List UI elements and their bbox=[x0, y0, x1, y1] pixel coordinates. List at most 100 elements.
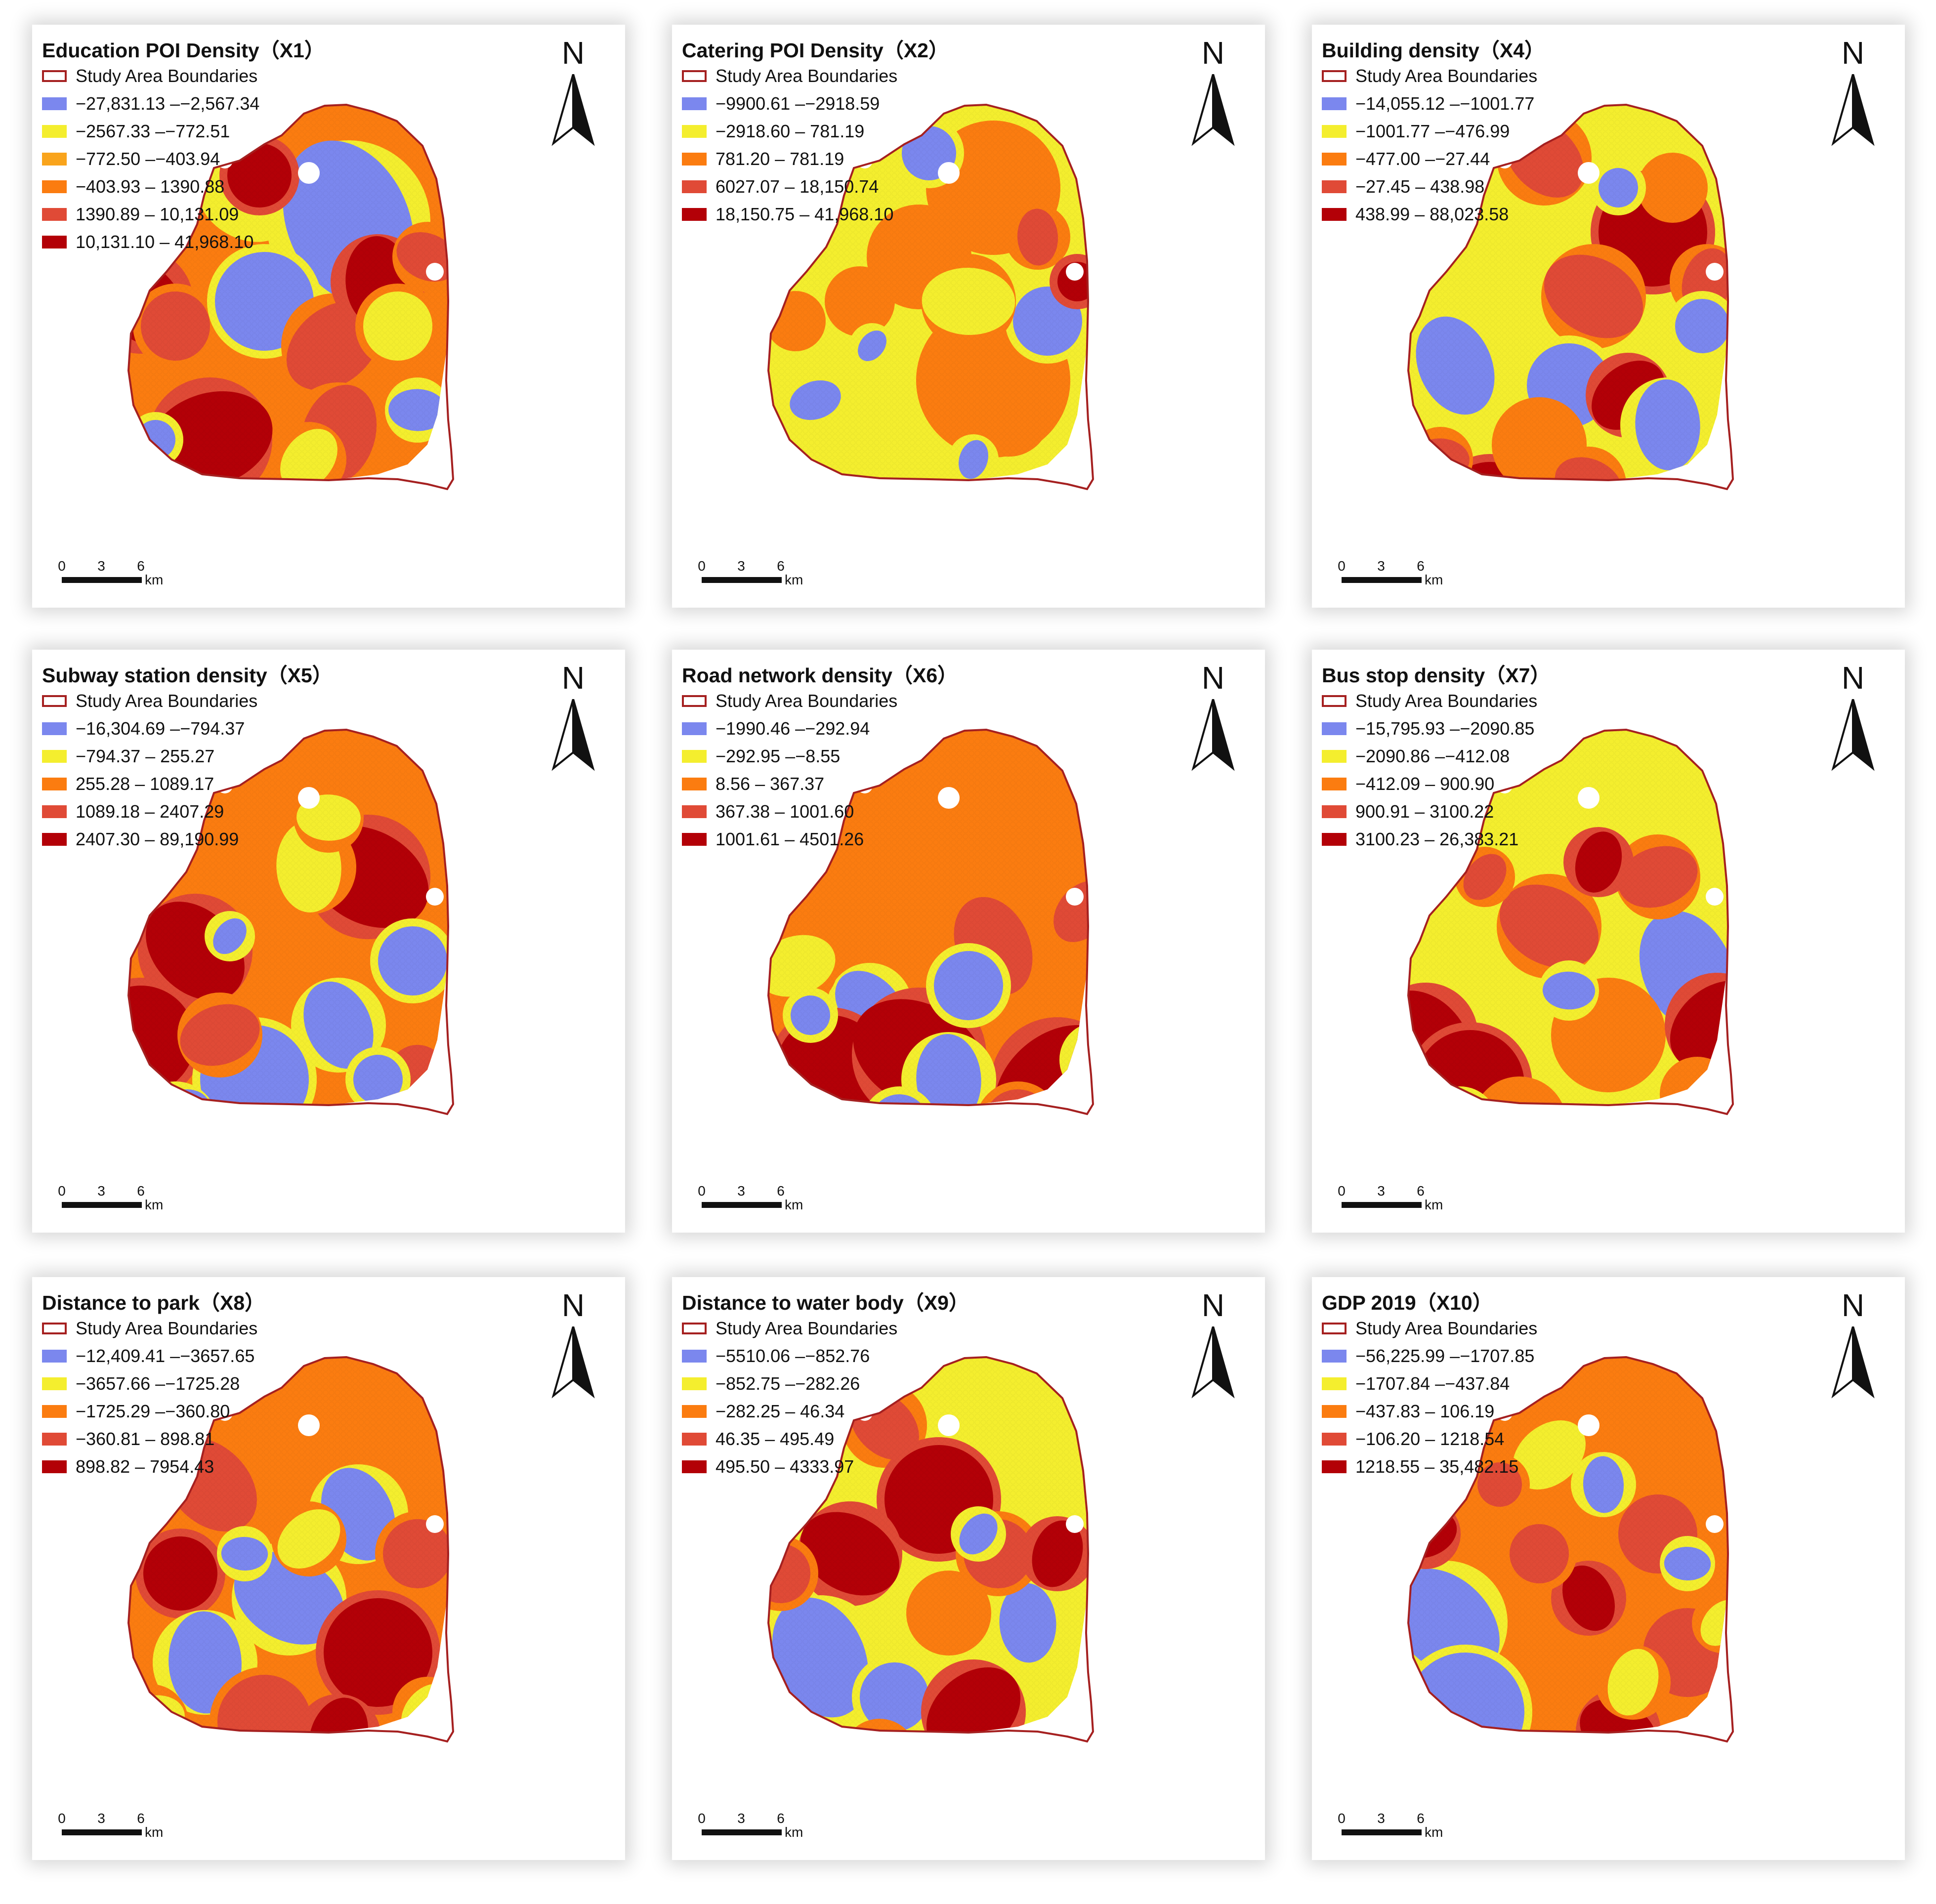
legend-boundary-label: Study Area Boundaries bbox=[1355, 66, 1538, 86]
scale-unit: km bbox=[145, 572, 164, 587]
legend-class-row: −282.25 – 46.34 bbox=[682, 1398, 897, 1425]
legend-class-row: −1990.46 –−292.94 bbox=[682, 715, 897, 743]
scale-bar: 0 3 6 km bbox=[696, 558, 824, 598]
legend-swatch bbox=[682, 1350, 707, 1363]
legend-swatch bbox=[42, 153, 67, 166]
north-label: N bbox=[1841, 660, 1865, 696]
legend-boundary-label: Study Area Boundaries bbox=[1355, 691, 1538, 711]
study-area-boundary bbox=[127, 103, 455, 491]
scale-tick: 3 bbox=[737, 1183, 745, 1199]
legend-class-label: −27.45 – 438.98 bbox=[1355, 176, 1485, 197]
map-hole bbox=[938, 787, 960, 809]
legend-class-label: −1001.77 –−476.99 bbox=[1355, 121, 1510, 141]
choropleth-map bbox=[127, 103, 455, 491]
map-surface bbox=[768, 105, 1088, 479]
choropleth-map bbox=[767, 103, 1094, 491]
legend-swatch bbox=[42, 236, 67, 248]
north-label: N bbox=[1201, 35, 1225, 71]
legend-class-row: −15,795.93 –−2090.85 bbox=[1322, 715, 1537, 743]
scale-tick: 6 bbox=[777, 558, 785, 574]
scale-bar: 0 3 6 km bbox=[1336, 1811, 1464, 1850]
legend-class-label: −1707.84 –−437.84 bbox=[1355, 1373, 1510, 1394]
legend-class-row: −106.20 – 1218.54 bbox=[1322, 1425, 1537, 1453]
scale-tick: 6 bbox=[1417, 1183, 1425, 1199]
legend-boundary-label: Study Area Boundaries bbox=[76, 66, 258, 86]
scale-bar-line bbox=[1342, 1202, 1422, 1208]
map-zone-yellow bbox=[246, 1114, 313, 1194]
legend-class-row: −16,304.69 –−794.37 bbox=[42, 715, 257, 743]
legend-class-row: −27,831.13 –−2,567.34 bbox=[42, 90, 259, 118]
choropleth-map bbox=[767, 1356, 1094, 1743]
legend-class-row: 367.38 – 1001.60 bbox=[682, 798, 897, 826]
boundary-swatch bbox=[1322, 70, 1347, 82]
map-legend: Study Area Boundaries −56,225.99 –−1707.… bbox=[1322, 1315, 1537, 1481]
scale-bar-line bbox=[702, 1829, 782, 1835]
map-zone-yellow bbox=[956, 1124, 1021, 1173]
map-panel-x2: Catering POI Density（X2） Study Area Boun… bbox=[672, 25, 1265, 608]
study-area-boundary bbox=[127, 1356, 455, 1743]
map-zone-halo bbox=[953, 1114, 1023, 1184]
legend-class-label: 2407.30 – 89,190.99 bbox=[76, 829, 239, 849]
legend-class-label: 8.56 – 367.37 bbox=[715, 774, 825, 794]
legend-swatch bbox=[1322, 1405, 1347, 1418]
map-hole bbox=[1706, 1515, 1724, 1533]
legend-class-row: 8.56 – 367.37 bbox=[682, 770, 897, 798]
legend-class-label: −14,055.12 –−1001.77 bbox=[1355, 93, 1535, 114]
choropleth-map bbox=[127, 728, 455, 1194]
legend-swatch bbox=[1322, 208, 1347, 221]
legend-swatch bbox=[1322, 97, 1347, 110]
legend-boundary-row: Study Area Boundaries bbox=[1322, 687, 1537, 715]
legend-class-row: −2918.60 – 781.19 bbox=[682, 118, 897, 145]
study-area-boundary bbox=[127, 728, 455, 1116]
map-hole bbox=[1066, 888, 1084, 906]
legend-swatch bbox=[1322, 722, 1347, 735]
legend-swatch bbox=[1322, 778, 1347, 790]
boundary-swatch bbox=[682, 70, 707, 82]
map-panel-x7: Bus stop density（X7） Study Area Boundari… bbox=[1312, 650, 1905, 1233]
north-arrow-icon bbox=[1191, 699, 1235, 771]
legend-swatch bbox=[682, 722, 707, 735]
map-surface bbox=[768, 1357, 1088, 1732]
legend-swatch bbox=[1322, 125, 1347, 138]
legend-boundary-row: Study Area Boundaries bbox=[1322, 1315, 1537, 1342]
scale-bar: 0 3 6 km bbox=[1336, 1183, 1464, 1223]
legend-class-row: −772.50 –−403.94 bbox=[42, 145, 259, 173]
scale-bar-line bbox=[1342, 1829, 1422, 1835]
legend-class-label: −1990.46 –−292.94 bbox=[715, 718, 870, 739]
scale-tick: 6 bbox=[777, 1183, 785, 1199]
legend-swatch bbox=[42, 125, 67, 138]
legend-swatch bbox=[682, 1405, 707, 1418]
map-hole bbox=[298, 1414, 320, 1436]
scale-tick: 0 bbox=[58, 1811, 66, 1826]
legend-class-row: 1089.18 – 2407.29 bbox=[42, 798, 257, 826]
legend-swatch bbox=[1322, 180, 1347, 193]
map-legend: Study Area Boundaries −5510.06 –−852.76 … bbox=[682, 1315, 897, 1481]
legend-class-label: −852.75 –−282.26 bbox=[715, 1373, 860, 1394]
north-arrow: N bbox=[1183, 35, 1243, 163]
map-title: Road network density（X6） bbox=[682, 664, 958, 687]
scale-tick: 0 bbox=[1338, 558, 1346, 574]
legend-class-row: −14,055.12 –−1001.77 bbox=[1322, 90, 1537, 118]
legend-class-label: −106.20 – 1218.54 bbox=[1355, 1429, 1505, 1449]
legend-class-label: −15,795.93 –−2090.85 bbox=[1355, 718, 1535, 739]
north-label: N bbox=[561, 35, 585, 71]
legend-swatch bbox=[42, 97, 67, 110]
legend-swatch bbox=[42, 1350, 67, 1363]
legend-boundary-row: Study Area Boundaries bbox=[682, 1315, 897, 1342]
map-legend: Study Area Boundaries −9900.61 –−2918.59… bbox=[682, 62, 897, 228]
legend-class-row: −437.83 – 106.19 bbox=[1322, 1398, 1537, 1425]
legend-class-label: 46.35 – 495.49 bbox=[715, 1429, 835, 1449]
legend-class-row: −292.95 –−8.55 bbox=[682, 743, 897, 770]
scale-bar-line bbox=[702, 1202, 782, 1208]
north-label: N bbox=[1841, 1287, 1865, 1323]
legend-class-label: 18,150.75 – 41,968.10 bbox=[715, 204, 894, 224]
legend-swatch bbox=[682, 1433, 707, 1446]
scale-unit: km bbox=[1425, 1197, 1443, 1212]
choropleth-map bbox=[1407, 1356, 1734, 1743]
legend-class-label: −477.00 –−27.44 bbox=[1355, 149, 1490, 169]
legend-boundary-row: Study Area Boundaries bbox=[1322, 62, 1537, 90]
legend-swatch bbox=[42, 208, 67, 221]
scale-tick: 3 bbox=[1377, 1811, 1385, 1826]
legend-class-label: 898.82 – 7954.43 bbox=[76, 1456, 214, 1477]
legend-swatch bbox=[1322, 1460, 1347, 1473]
